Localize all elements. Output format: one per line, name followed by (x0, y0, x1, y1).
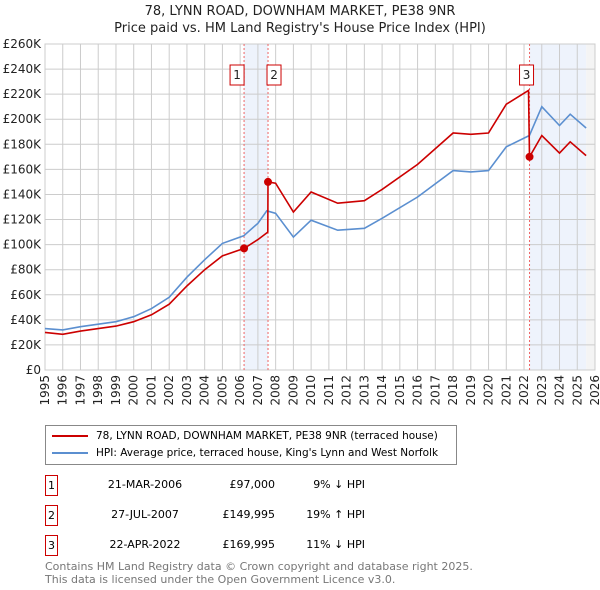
y-tick-label: £220K (3, 87, 43, 101)
plot-area: £0 £20K £40K £60K £80K £100K £120K £140K £160K £1… (3, 37, 600, 406)
sale-point (240, 244, 249, 253)
chart-subtitle: Price paid vs. HM Land Registry's House … (114, 21, 486, 36)
x-tick-label: 2000 (127, 375, 141, 406)
future-hatch (586, 44, 595, 370)
sale-label: 2 (270, 68, 278, 82)
x-tick-label: 2024 (553, 375, 567, 406)
x-tick-label: 2011 (322, 375, 336, 406)
y-tick-label: £240K (3, 62, 43, 76)
y-tick-label: £80K (10, 263, 42, 277)
x-tick-label: 2014 (375, 375, 389, 406)
sale-label: 1 (233, 68, 241, 82)
legend-red-line (52, 435, 88, 437)
x-tick-label: 2019 (464, 375, 478, 406)
footer: Contains HM Land Registry data © Crown c… (45, 560, 473, 586)
x-tick-label: 2002 (162, 375, 176, 406)
shaded-period (529, 44, 587, 370)
x-tick-label: 2008 (269, 375, 283, 406)
x-tick-label: 2018 (446, 375, 460, 406)
sale-row: 2 27-JUL-2007 £149,995 19% ↑ HPI (45, 505, 445, 526)
shaded-period (244, 44, 269, 370)
x-tick-label: 2001 (144, 375, 158, 406)
x-tick-label: 1997 (73, 375, 87, 406)
legend-blue-line (52, 452, 88, 454)
hpi-line (44, 105, 587, 331)
x-tick-label: 2003 (180, 375, 194, 406)
x-tick-label: 2017 (428, 375, 442, 406)
sale-hpi: 9% ↓ HPI (313, 478, 365, 491)
x-tick-label: 1998 (91, 375, 105, 406)
plot-border (44, 43, 596, 371)
x-tick-label: 2006 (233, 375, 247, 406)
sale-number: 3 (45, 535, 58, 556)
property-price-line (44, 88, 587, 336)
y-tick-label: £180K (3, 137, 43, 151)
sale-point (264, 177, 273, 186)
y-tick-label: £60K (10, 288, 42, 302)
x-tick-label: 2025 (570, 375, 584, 406)
x-tick-label: 2026 (588, 375, 600, 406)
sale-price: £97,000 (229, 478, 276, 491)
y-tick-label: £100K (3, 238, 43, 252)
footer-line2: This data is licensed under the Open Gov… (45, 573, 396, 586)
sale-row: 3 22-APR-2022 £169,995 11% ↓ HPI (45, 535, 445, 556)
legend: 78, LYNN ROAD, DOWNHAM MARKET, PE38 9NR … (45, 425, 457, 465)
sale-label-box (266, 64, 282, 86)
sale-label: 3 (523, 68, 531, 82)
x-tick-label: 1999 (109, 375, 123, 406)
sale-hpi: 11% ↓ HPI (306, 538, 365, 551)
y-tick-label: £20K (10, 338, 42, 352)
x-tick-label: 2004 (198, 375, 212, 406)
y-tick-label: £200K (3, 112, 43, 126)
sale-date: 27-JUL-2007 (111, 508, 179, 521)
x-tick-label: 2016 (411, 375, 425, 406)
x-tick-label: 2021 (499, 375, 513, 406)
sale-label-box (519, 64, 535, 86)
y-tick-label: £0 (26, 363, 41, 377)
sale-number: 1 (45, 475, 58, 496)
sale-price: £149,995 (222, 508, 276, 521)
y-tick-label: £160K (3, 162, 43, 176)
sale-date: 21-MAR-2006 (107, 478, 183, 491)
x-tick-label: 1996 (56, 375, 70, 406)
x-tick-label: 2020 (482, 375, 496, 406)
x-tick-label: 2022 (517, 375, 531, 406)
sale-label-box (229, 64, 245, 86)
x-tick-label: 2005 (215, 375, 229, 406)
legend-label-hpi: HPI: Average price, terraced house, King… (96, 447, 439, 459)
sale-date: 22-APR-2022 (109, 538, 181, 551)
sale-row: 1 21-MAR-2006 £97,000 9% ↓ HPI (45, 475, 445, 496)
x-tick-label: 2009 (286, 375, 300, 406)
x-tick-label: 2015 (393, 375, 407, 406)
y-tick-label: £40K (10, 313, 42, 327)
sale-hpi: 19% ↑ HPI (306, 508, 365, 521)
sale-number: 2 (45, 505, 58, 526)
legend-label-property: 78, LYNN ROAD, DOWNHAM MARKET, PE38 9NR … (96, 430, 438, 442)
chart-title: 78, LYNN ROAD, DOWNHAM MARKET, PE38 9NR (144, 4, 456, 19)
y-tick-label: £120K (3, 213, 43, 227)
sale-point (525, 152, 534, 161)
sale-price: £169,995 (222, 538, 276, 551)
y-tick-label: £140K (3, 187, 43, 201)
x-tick-label: 1995 (38, 375, 52, 406)
footer-line1: Contains HM Land Registry data © Crown c… (45, 560, 473, 573)
x-tick-label: 2023 (535, 375, 549, 406)
x-tick-label: 2013 (357, 375, 371, 406)
x-tick-label: 2007 (251, 375, 265, 406)
y-tick-label: £260K (3, 37, 43, 51)
x-tick-label: 2010 (304, 375, 318, 406)
x-tick-label: 2012 (340, 375, 354, 406)
